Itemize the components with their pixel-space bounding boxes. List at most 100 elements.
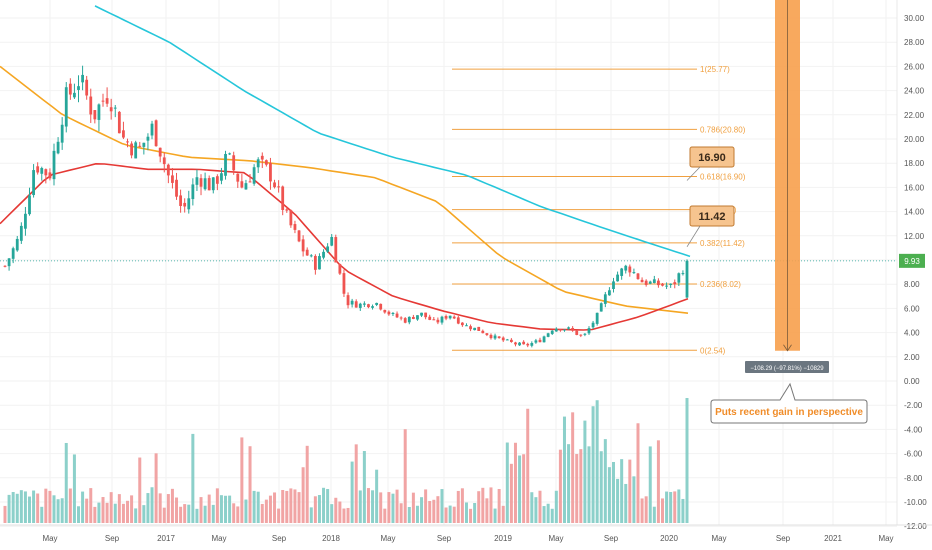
price-badge-text: 16.90 <box>698 152 726 164</box>
volume-bar <box>158 493 162 523</box>
price-range-measure[interactable]: −108.29 (−97.81%) −10829 <box>745 0 829 373</box>
candle-body <box>122 130 125 138</box>
volume-bar <box>603 439 607 523</box>
candle-body <box>587 328 591 334</box>
candle-body <box>583 333 587 335</box>
candle-body <box>19 225 23 241</box>
volume-bar <box>28 496 32 523</box>
volume-bar <box>346 507 350 523</box>
volume-bar <box>424 489 428 523</box>
candle-body <box>334 237 338 263</box>
volume-bar <box>52 495 56 523</box>
volume-bar <box>473 502 477 523</box>
volume-bar <box>505 442 509 523</box>
volume-bar <box>40 506 44 523</box>
candle-body <box>305 249 309 256</box>
candle-body <box>93 110 97 120</box>
callout-annotation[interactable]: Puts recent gain in perspective <box>710 382 868 424</box>
callout-box <box>710 382 868 424</box>
candle-body <box>628 266 632 273</box>
volume-bar <box>554 490 558 523</box>
time-axis[interactable]: May Sep 2017 May Sep 2018 May Sep 2019 May Sep 2020… <box>42 534 893 543</box>
candle-body <box>85 79 89 96</box>
candle-body <box>657 280 660 286</box>
volume-bar <box>366 488 370 523</box>
volume-bar <box>607 467 611 523</box>
candle-body <box>138 145 142 147</box>
candle-body <box>309 255 313 257</box>
time-tick-label: Sep <box>437 534 452 543</box>
candle-body <box>81 74 84 83</box>
time-tick-label: 2021 <box>824 534 842 543</box>
volume-bar <box>228 495 232 523</box>
price-tick-label: 26.00 <box>904 62 925 71</box>
volume-bar <box>187 504 191 523</box>
volume-bar <box>105 502 109 523</box>
volume-bar <box>252 490 256 523</box>
volume-bar <box>420 497 424 523</box>
price-badges: 16.90 11.42 <box>686 146 735 248</box>
volume-bar <box>407 506 411 523</box>
candle-body <box>289 210 293 226</box>
candle-body <box>187 198 191 210</box>
volume-bar <box>375 469 379 523</box>
volume-bar <box>415 505 419 523</box>
candle-body <box>330 237 334 246</box>
volume-bar <box>85 498 89 523</box>
time-tick-label: 2017 <box>157 534 175 543</box>
volume-bar <box>7 494 11 523</box>
volume-bar <box>277 508 281 523</box>
price-tick-label: 0.00 <box>904 377 920 386</box>
callout-text: Puts recent gain in perspective <box>715 407 863 418</box>
volume-bar <box>309 507 313 523</box>
volume-bar <box>36 493 40 523</box>
volume-bar <box>571 412 575 523</box>
volume-bar <box>656 440 660 523</box>
candle-body <box>354 301 358 308</box>
candle-body <box>162 157 166 165</box>
volume-bar <box>117 494 121 523</box>
volume-bar <box>293 489 297 523</box>
volume-bar <box>305 445 309 523</box>
candle-body <box>677 273 681 283</box>
candle-body <box>612 281 615 289</box>
price-tick-label: -8.00 <box>904 474 923 483</box>
volume-bar <box>342 508 346 523</box>
volume-bar <box>179 506 183 523</box>
candle-body <box>375 302 379 305</box>
volume-bar <box>215 488 219 523</box>
candle-body <box>530 343 534 346</box>
volume-bar <box>166 494 170 523</box>
volume-bar <box>542 506 546 523</box>
price-tick-label: -10.00 <box>904 498 927 507</box>
volume-bar <box>260 503 264 523</box>
candle-body <box>40 168 44 174</box>
volume-bar <box>326 489 330 523</box>
candle-body <box>285 209 289 211</box>
price-badge-box <box>689 146 735 168</box>
candle-body <box>465 325 468 327</box>
volume-bar <box>134 508 138 523</box>
candle-body <box>481 330 485 334</box>
volume-bar <box>244 499 248 523</box>
volume-bar <box>183 504 187 523</box>
candle-body <box>534 340 538 343</box>
fib-level-label: 0(2.54) <box>700 346 726 355</box>
candle-body <box>89 96 93 115</box>
volume-bar <box>72 454 76 523</box>
candle-body <box>440 316 444 323</box>
volume-bar <box>489 487 493 523</box>
price-badge-pointer <box>686 166 701 181</box>
price-tick-label: 4.00 <box>904 329 920 338</box>
price-badge-pointer <box>686 225 701 248</box>
volume-bar <box>518 455 522 523</box>
candle-body <box>575 330 579 335</box>
candle-body <box>207 178 211 191</box>
candle-body <box>134 142 138 159</box>
volume-bar <box>575 454 579 523</box>
price-tick-label: 22.00 <box>904 111 925 120</box>
candle-body <box>44 169 48 176</box>
candle-body <box>428 316 432 320</box>
candle-body <box>579 334 583 336</box>
